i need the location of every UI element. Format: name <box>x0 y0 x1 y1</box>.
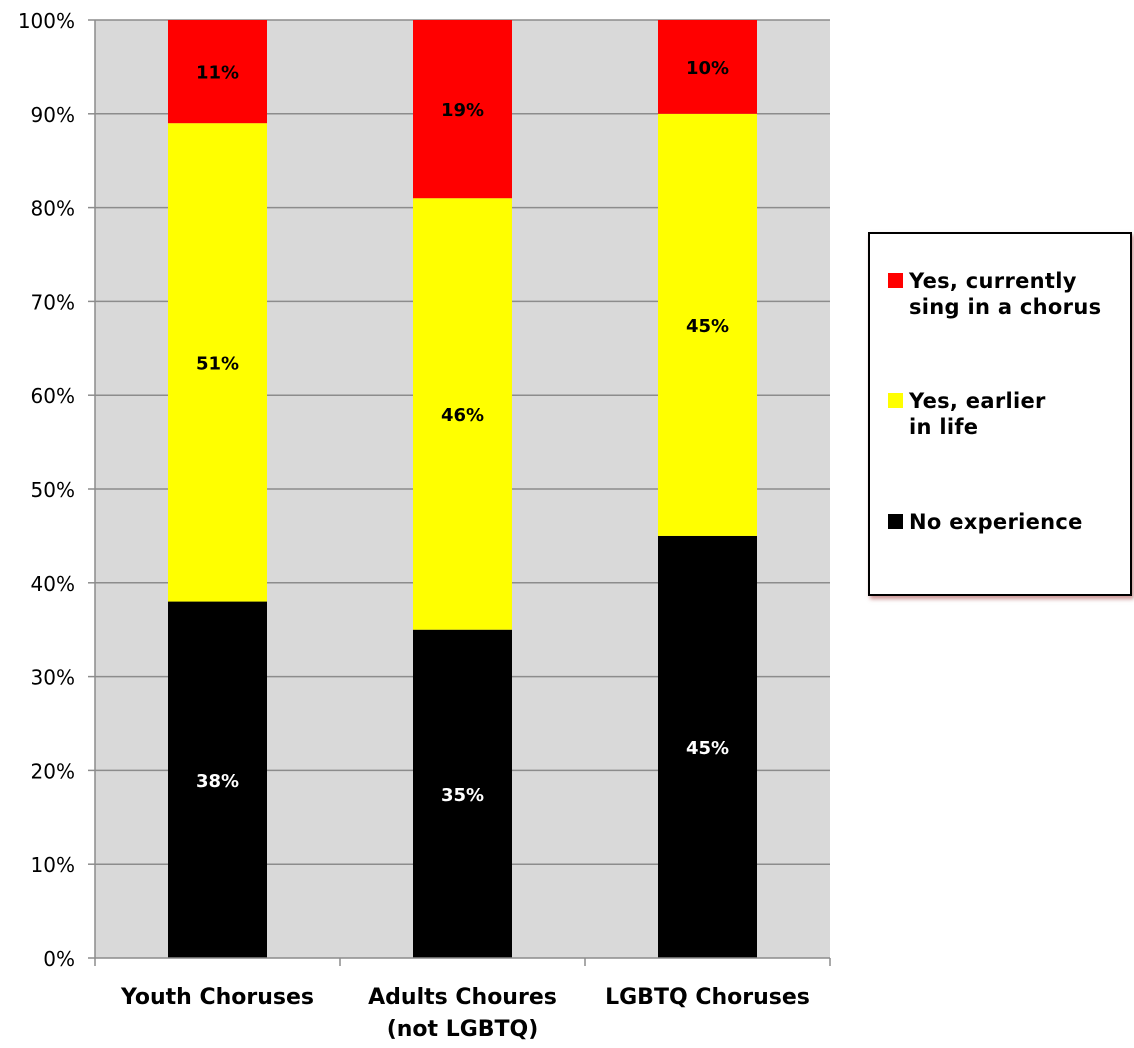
y-tick-label: 0% <box>43 947 75 971</box>
axes: 0% 10% 20% 30% 40% 50% 60% 70% 80% 90% 100% Youth C… <box>18 9 831 1042</box>
bar-segment <box>658 20 757 114</box>
legend-item-currently: Yes, currently sing in a chorus <box>888 268 1101 320</box>
y-tick-label: 90% <box>31 103 75 127</box>
legend-swatch-no-experience <box>888 514 903 529</box>
data-labels: 38% 51% 11% 35% 46% 19% 45% 45% 10% <box>196 58 729 806</box>
y-tick-label: 20% <box>31 759 75 783</box>
bar-value-label: 51% <box>196 353 239 374</box>
x-tick-label: Youth Choruses <box>120 985 314 1010</box>
bars <box>168 20 757 958</box>
legend-swatch-earlier <box>888 393 903 408</box>
bar-value-label: 45% <box>686 316 729 337</box>
x-tick-label: Adults Choures (not LGBTQ) <box>368 985 557 1042</box>
bar-value-label: 46% <box>441 405 484 426</box>
legend-label-earlier: Yes, earlier in life <box>909 389 1046 439</box>
y-tick-label: 40% <box>31 572 75 596</box>
legend-label-currently: Yes, currently sing in a chorus <box>909 269 1102 319</box>
bar-segment <box>168 20 267 124</box>
y-tick-label: 60% <box>31 384 75 408</box>
legend-swatch-currently <box>888 273 903 288</box>
bar-value-label: 10% <box>686 58 729 79</box>
bar-value-label: 45% <box>686 738 729 759</box>
legend: Yes, currently sing in a chorus Yes, ear… <box>868 232 1132 596</box>
legend-item-no-experience: No experience <box>888 509 1083 535</box>
y-tick-label: 30% <box>31 666 75 690</box>
legend-label-no-experience: No experience <box>909 510 1083 534</box>
y-tick-label: 80% <box>31 197 75 221</box>
y-tick-label: 50% <box>31 478 75 502</box>
bar-value-label: 19% <box>441 100 484 121</box>
bar-value-label: 35% <box>441 785 484 806</box>
legend-item-earlier: Yes, earlier in life <box>888 388 1046 440</box>
bar-segment <box>658 113 757 536</box>
bar-segment <box>413 20 512 199</box>
x-tick-label: LGBTQ Choruses <box>605 985 810 1010</box>
bar-segment <box>168 123 267 602</box>
y-tick-label: 100% <box>18 9 75 33</box>
y-tick-label: 70% <box>31 290 75 314</box>
bar-value-label: 38% <box>196 771 239 792</box>
bar-segment <box>413 629 512 958</box>
bar-value-label: 11% <box>196 63 239 84</box>
bar-segment <box>168 601 267 958</box>
bar-segment <box>413 198 512 630</box>
bar-segment <box>658 535 757 958</box>
y-tick-label: 10% <box>31 853 75 877</box>
